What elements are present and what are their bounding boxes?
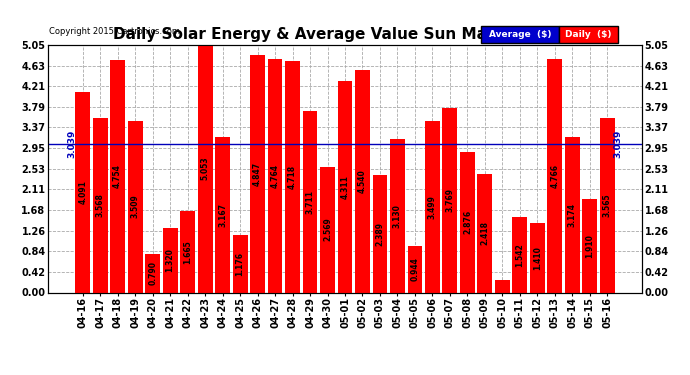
Bar: [92, 118, 108, 292]
Text: 3.509: 3.509: [130, 195, 139, 218]
Text: 1.665: 1.665: [183, 240, 192, 264]
Text: Daily  ($): Daily ($): [565, 30, 611, 39]
Text: Copyright 2015 Cartronics.com: Copyright 2015 Cartronics.com: [49, 27, 180, 36]
Text: 1.542: 1.542: [515, 243, 524, 267]
Bar: [408, 246, 422, 292]
Bar: [233, 235, 248, 292]
Bar: [425, 121, 440, 292]
Text: 0.944: 0.944: [411, 257, 420, 281]
Text: 3.130: 3.130: [393, 204, 402, 228]
Title: Daily Solar Energy & Average Value Sun May 17 20:15: Daily Solar Energy & Average Value Sun M…: [113, 27, 577, 42]
Bar: [337, 81, 353, 292]
Text: 4.718: 4.718: [288, 165, 297, 189]
Bar: [285, 61, 300, 292]
Bar: [460, 152, 475, 292]
FancyBboxPatch shape: [559, 26, 618, 42]
Text: 3.499: 3.499: [428, 195, 437, 219]
FancyBboxPatch shape: [482, 26, 559, 42]
Bar: [442, 108, 457, 292]
Bar: [600, 118, 615, 292]
Text: 2.418: 2.418: [480, 221, 489, 245]
Bar: [75, 92, 90, 292]
Bar: [268, 59, 282, 292]
Text: 2.569: 2.569: [323, 217, 332, 242]
Text: 3.039: 3.039: [613, 129, 622, 158]
Text: 4.766: 4.766: [551, 164, 560, 188]
Bar: [495, 280, 510, 292]
Text: 3.174: 3.174: [568, 203, 577, 227]
Text: Average  ($): Average ($): [489, 30, 551, 39]
Text: 1.176: 1.176: [235, 252, 244, 276]
Text: 1.410: 1.410: [533, 246, 542, 270]
Bar: [197, 45, 213, 292]
Bar: [530, 224, 545, 292]
Text: 2.389: 2.389: [375, 222, 384, 246]
Text: 4.754: 4.754: [113, 164, 122, 188]
Bar: [390, 139, 405, 292]
Bar: [513, 217, 527, 292]
Bar: [163, 228, 177, 292]
Bar: [320, 166, 335, 292]
Text: 4.847: 4.847: [253, 162, 262, 186]
Bar: [582, 199, 598, 292]
Text: 4.540: 4.540: [358, 170, 367, 193]
Text: 3.711: 3.711: [306, 189, 315, 213]
Text: 2.876: 2.876: [463, 210, 472, 234]
Bar: [355, 70, 370, 292]
Bar: [565, 137, 580, 292]
Bar: [110, 60, 125, 292]
Bar: [477, 174, 493, 292]
Bar: [128, 120, 143, 292]
Bar: [145, 254, 160, 292]
Bar: [373, 176, 387, 292]
Text: 3.167: 3.167: [218, 203, 227, 227]
Text: 1.320: 1.320: [166, 248, 175, 272]
Text: 5.053: 5.053: [201, 157, 210, 180]
Text: 3.568: 3.568: [96, 193, 105, 217]
Text: 4.764: 4.764: [270, 164, 279, 188]
Text: 3.039: 3.039: [68, 129, 77, 158]
Text: 3.565: 3.565: [603, 194, 612, 217]
Bar: [215, 137, 230, 292]
Text: 0.790: 0.790: [148, 261, 157, 285]
Text: 4.311: 4.311: [340, 175, 350, 199]
Text: 4.091: 4.091: [78, 180, 87, 204]
Bar: [250, 55, 265, 292]
Bar: [303, 111, 317, 292]
Bar: [180, 211, 195, 292]
Text: 1.910: 1.910: [585, 234, 594, 258]
Bar: [547, 59, 562, 292]
Text: 3.769: 3.769: [446, 188, 455, 212]
